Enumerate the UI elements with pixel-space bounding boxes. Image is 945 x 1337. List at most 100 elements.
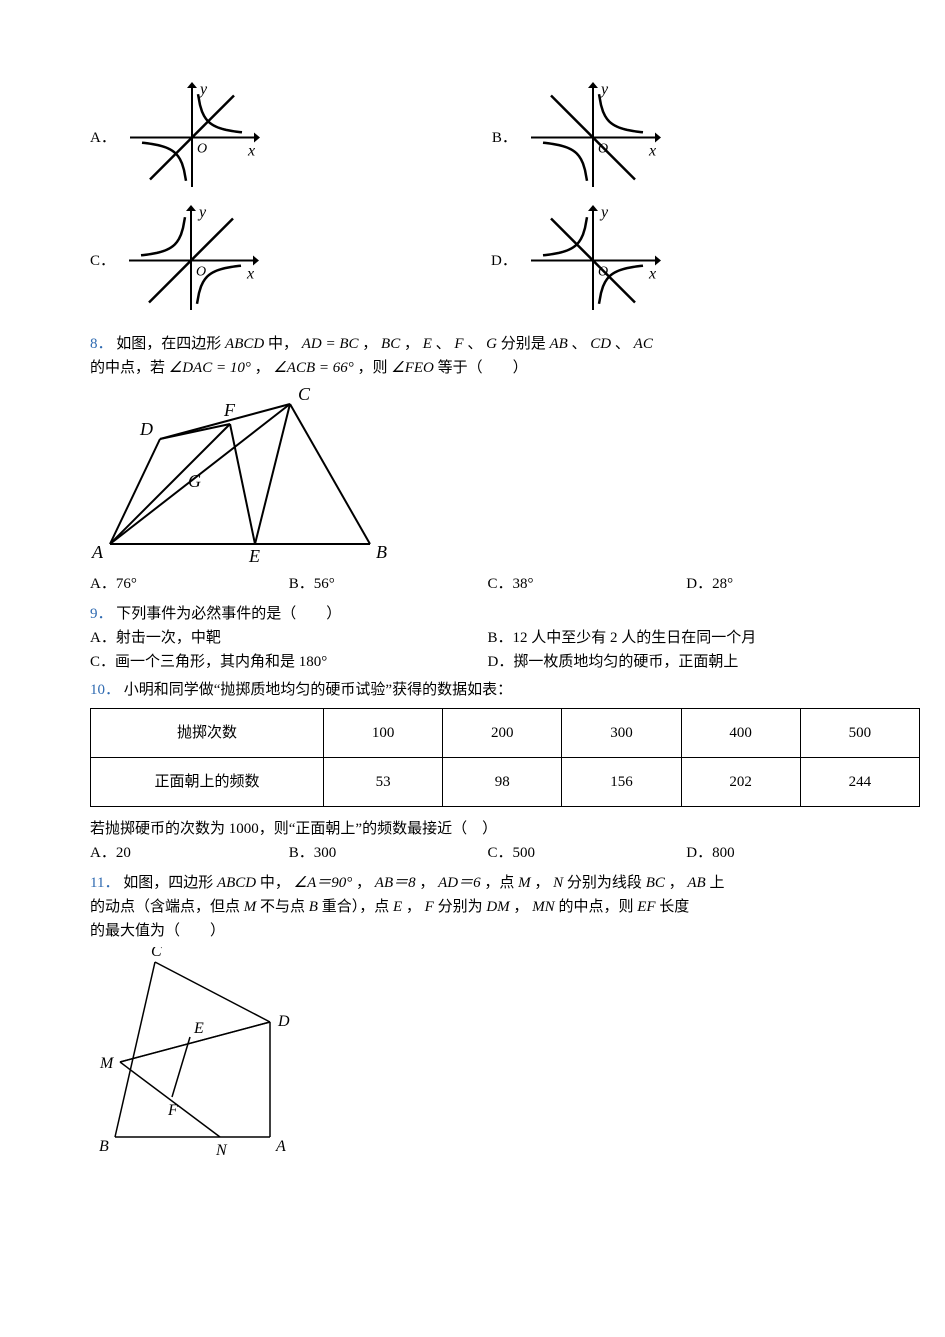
q7-option-C: C． y x O bbox=[90, 203, 261, 318]
svg-text:C: C bbox=[151, 947, 162, 960]
q10-v3: 202 bbox=[681, 758, 800, 807]
q11-n: N bbox=[553, 875, 563, 891]
q11-ef: EF bbox=[637, 899, 655, 915]
q11-abcd: ABCD bbox=[217, 875, 256, 891]
q11-mn: MN bbox=[532, 899, 555, 915]
q8-opt-C: C．38° bbox=[488, 572, 687, 596]
svg-text:F: F bbox=[167, 1102, 178, 1119]
svg-text:E: E bbox=[193, 1020, 204, 1037]
q8-l2c: 等于（ ） bbox=[438, 360, 528, 376]
svg-text:M: M bbox=[99, 1055, 115, 1072]
q8-abcd: ABCD bbox=[225, 336, 264, 352]
q11-stem: 11． 如图，四边形 ABCD 中， ∠A＝90° ， AB＝8 ， AD＝6 … bbox=[90, 871, 885, 895]
q11-c5: ， bbox=[406, 899, 421, 915]
q8-c2: ， bbox=[404, 336, 419, 352]
q11-l1d: 分别为线段 bbox=[567, 875, 642, 891]
q10-c0: 100 bbox=[324, 709, 443, 758]
q8-opt-D: D．28° bbox=[686, 572, 885, 596]
svg-text:A: A bbox=[91, 542, 104, 562]
q11-l2b: 不与点 bbox=[260, 899, 305, 915]
svg-text:C: C bbox=[298, 384, 311, 404]
q7-options-row1: A． yxO B． yxO bbox=[90, 80, 885, 195]
svg-text:x: x bbox=[247, 143, 255, 160]
q11-l1e: 上 bbox=[709, 875, 724, 891]
q11-ab: AB＝8 bbox=[375, 875, 416, 891]
q8-options: A．76° B．56° C．38° D．28° bbox=[90, 572, 885, 596]
q11-bc: BC bbox=[646, 875, 665, 891]
svg-text:x: x bbox=[246, 266, 254, 283]
q8-stem: 8． 如图，在四边形 ABCD 中， AD = BC ， BC ， E 、 F … bbox=[90, 332, 885, 356]
svg-text:F: F bbox=[223, 400, 236, 420]
q9-opt-D: D．掷一枚质地均匀的硬币，正面朝上 bbox=[488, 650, 886, 674]
q9-num: 9． bbox=[90, 606, 113, 622]
q9-stem: 9． 下列事件为必然事件的是（ ） bbox=[90, 602, 885, 626]
q9-opt-C: C．画一个三角形，其内角和是 180° bbox=[90, 650, 488, 674]
q11-num: 11． bbox=[90, 875, 119, 891]
q11-c2: ， bbox=[419, 875, 434, 891]
q7-opt-C-label: C． bbox=[90, 249, 115, 273]
q10-v4: 244 bbox=[800, 758, 919, 807]
svg-text:G: G bbox=[188, 471, 201, 491]
q8-cd: CD bbox=[590, 336, 611, 352]
q9-text: 下列事件为必然事件的是（ ） bbox=[116, 606, 341, 622]
q8-e: E bbox=[423, 336, 432, 352]
svg-text:B: B bbox=[376, 542, 387, 562]
q10-v1: 98 bbox=[443, 758, 562, 807]
q8-g: G bbox=[486, 336, 497, 352]
q10-opt-D: D．800 bbox=[686, 841, 885, 865]
q8-ab: AB bbox=[549, 336, 567, 352]
q10-stem2: 若抛掷硬币的次数为 1000，则“正面朝上”的频数最接近（ ） bbox=[90, 817, 885, 841]
q11-l2f: 长度 bbox=[659, 899, 689, 915]
q11-c4: ， bbox=[669, 875, 684, 891]
q11-b: B bbox=[309, 899, 318, 915]
q7-graph-B: yxO bbox=[523, 80, 663, 195]
q8-s2: 、 bbox=[467, 336, 482, 352]
q8-ang2: ∠ACB = 66° bbox=[273, 360, 353, 376]
q9-opts-row1: A．射击一次，中靶 B．12 人中至少有 2 人的生日在同一个月 bbox=[90, 626, 885, 650]
q7-opt-B-label: B． bbox=[492, 126, 517, 150]
q8-f: F bbox=[454, 336, 463, 352]
q7-options-row2: C． yxO D． yxO bbox=[90, 203, 885, 318]
svg-text:x: x bbox=[648, 266, 656, 283]
q11-angA: ∠A＝90° bbox=[294, 875, 353, 891]
q8-c1: ， bbox=[362, 336, 377, 352]
q11-ab2: AB bbox=[687, 875, 705, 891]
svg-text:x: x bbox=[648, 143, 656, 160]
q8-s4: 、 bbox=[615, 336, 630, 352]
q11-dm: DM bbox=[486, 899, 509, 915]
q7-graph-D: yxO bbox=[523, 203, 663, 318]
q11-ad: AD＝6 bbox=[438, 875, 481, 891]
q11-l1c: ，点 bbox=[484, 875, 514, 891]
q10-c3: 400 bbox=[681, 709, 800, 758]
q10-th2: 正面朝上的频数 bbox=[91, 758, 324, 807]
q10-c4: 500 bbox=[800, 709, 919, 758]
q11-l2c: 重合），点 bbox=[322, 899, 390, 915]
q7-opt-A-label: A． bbox=[90, 126, 116, 150]
svg-text:A: A bbox=[275, 1138, 286, 1155]
q8-ang1: ∠DAC = 10° bbox=[169, 360, 251, 376]
q8-num: 8． bbox=[90, 336, 113, 352]
q11-l1a: 如图，四边形 bbox=[123, 875, 213, 891]
q7-graph-C: y x O bbox=[121, 203, 261, 318]
q8-l2a: 的中点，若 bbox=[90, 360, 165, 376]
q11-l1b: 中， bbox=[260, 875, 290, 891]
q8-t1: 如图，在四边形 bbox=[116, 336, 221, 352]
q11-c6: ， bbox=[513, 899, 528, 915]
q10-opt-A: A．20 bbox=[90, 841, 289, 865]
q10-opt-C: C．500 bbox=[488, 841, 687, 865]
q11-c1: ， bbox=[356, 875, 371, 891]
q9-opt-B: B．12 人中至少有 2 人的生日在同一个月 bbox=[488, 626, 886, 650]
q9-opt-A: A．射击一次，中靶 bbox=[90, 626, 488, 650]
svg-text:D: D bbox=[139, 419, 153, 439]
q11-l2d: 分别为 bbox=[438, 899, 483, 915]
q11-l2a: 的动点（含端点，但点 bbox=[90, 899, 240, 915]
table-row: 正面朝上的频数 53 98 156 202 244 bbox=[91, 758, 920, 807]
q8-eq1: AD = BC bbox=[302, 336, 359, 352]
q9-opts-row2: C．画一个三角形，其内角和是 180° D．掷一枚质地均匀的硬币，正面朝上 bbox=[90, 650, 885, 674]
q8-feo: ∠FEO bbox=[391, 360, 434, 376]
svg-text:E: E bbox=[248, 546, 260, 564]
svg-text:y: y bbox=[197, 204, 207, 221]
svg-text:O: O bbox=[196, 265, 206, 280]
q10-th1: 抛掷次数 bbox=[91, 709, 324, 758]
table-row: 抛掷次数 100 200 300 400 500 bbox=[91, 709, 920, 758]
